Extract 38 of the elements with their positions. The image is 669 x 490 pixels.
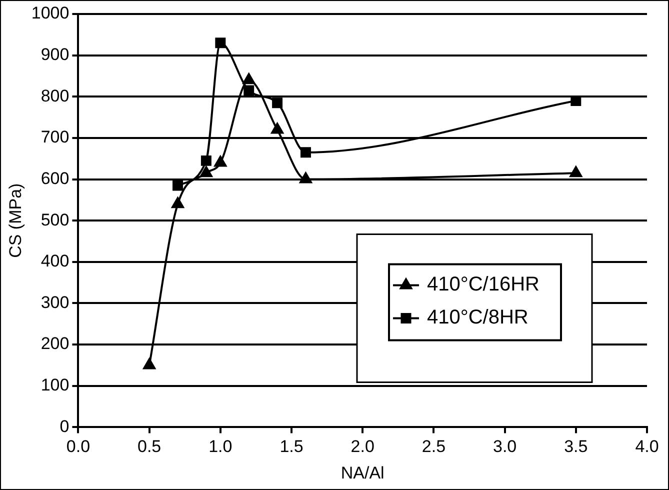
y-tick-label: 900 <box>40 45 70 64</box>
point <box>215 38 226 48</box>
x-tick-label: 1.5 <box>280 437 304 456</box>
point <box>214 156 227 167</box>
y-tick-label: 400 <box>40 252 70 271</box>
x-tick-label: 3.0 <box>492 437 517 456</box>
point <box>300 172 312 184</box>
y-axis-title: CS (MPa) <box>6 183 25 258</box>
legend-label: 410°C/8HR <box>427 306 528 329</box>
y-tick-label: 600 <box>40 168 70 188</box>
x-tick-label: 1.0 <box>208 437 232 456</box>
y-tick-label: 700 <box>40 128 70 147</box>
x-tick-label: 2.0 <box>350 437 374 456</box>
y-tick-label: 500 <box>40 210 70 230</box>
x-tick-label: 2.5 <box>422 437 446 456</box>
y-tick-label: 1000 <box>31 4 70 23</box>
point <box>200 155 212 166</box>
x-tick-label: 4.0 <box>635 437 659 456</box>
point <box>200 166 212 178</box>
point <box>143 358 156 370</box>
x-tick-label: 3.5 <box>564 437 588 456</box>
point <box>172 197 184 208</box>
x-tick-label: 0.0 <box>66 437 90 456</box>
x-axis-title: NA/Al <box>340 463 384 482</box>
point <box>172 180 183 191</box>
point <box>244 85 254 96</box>
y-tick-label: 800 <box>40 86 70 106</box>
y-tick-label: 0 <box>60 416 70 436</box>
point <box>570 166 582 178</box>
point <box>272 98 283 108</box>
y-tick-label: 300 <box>40 292 70 312</box>
y-tick-label: 100 <box>40 376 70 395</box>
x-tick-label: 0.5 <box>137 437 162 456</box>
y-tick-label: 200 <box>40 334 70 354</box>
point <box>242 73 256 84</box>
point <box>271 122 284 134</box>
point <box>300 147 311 158</box>
legend-label: 410°C/16HR <box>427 274 540 296</box>
